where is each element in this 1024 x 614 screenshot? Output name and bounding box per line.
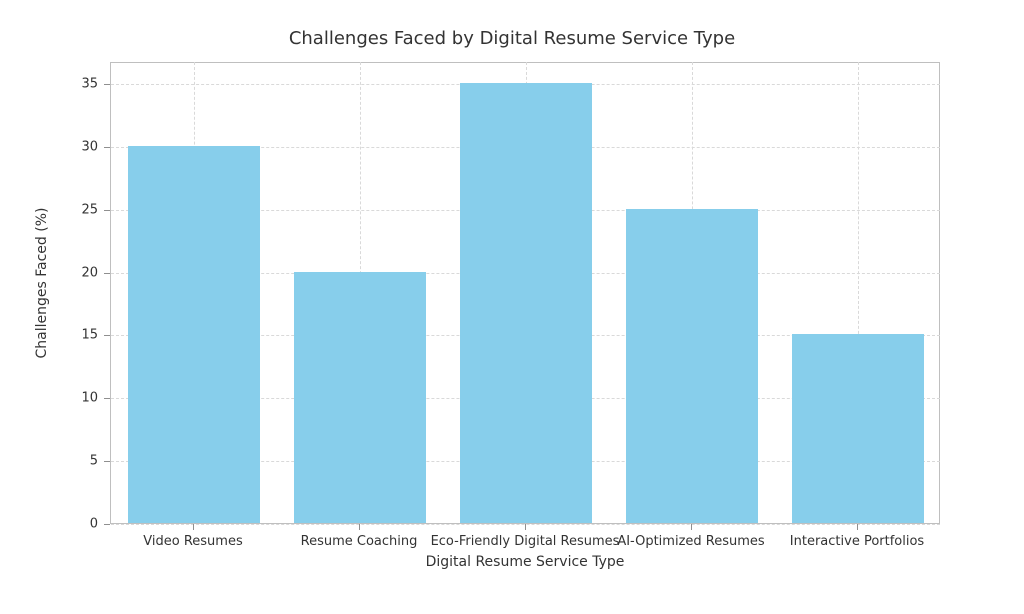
bar: [294, 272, 427, 523]
bar: [626, 209, 759, 523]
ytick-mark: [104, 210, 110, 211]
ytick-label: 25: [0, 202, 98, 217]
xtick-label: Interactive Portfolios: [790, 534, 924, 549]
ytick-label: 30: [0, 139, 98, 154]
xtick-mark: [359, 524, 360, 530]
ytick-label: 20: [0, 265, 98, 280]
ytick-label: 35: [0, 77, 98, 92]
ytick-mark: [104, 147, 110, 148]
ytick-mark: [104, 335, 110, 336]
ytick-mark: [104, 398, 110, 399]
ytick-label: 0: [0, 517, 98, 532]
ytick-mark: [104, 84, 110, 85]
bar: [460, 83, 593, 523]
ytick-label: 5: [0, 454, 98, 469]
xtick-mark: [525, 524, 526, 530]
ytick-mark: [104, 273, 110, 274]
xtick-label: Eco-Friendly Digital Resumes: [431, 534, 620, 549]
xtick-label: Video Resumes: [143, 534, 242, 549]
ytick-label: 10: [0, 391, 98, 406]
xtick-label: AI-Optimized Resumes: [617, 534, 764, 549]
x-axis-label: Digital Resume Service Type: [110, 554, 940, 570]
ytick-mark: [104, 461, 110, 462]
ytick-label: 15: [0, 328, 98, 343]
axis-spine-right: [939, 62, 940, 523]
xtick-mark: [691, 524, 692, 530]
bar: [128, 146, 261, 523]
plot-area: [110, 62, 940, 524]
xtick-mark: [857, 524, 858, 530]
chart-container: Challenges Faced by Digital Resume Servi…: [0, 0, 1024, 614]
bar: [792, 334, 925, 523]
ytick-mark: [104, 524, 110, 525]
chart-title: Challenges Faced by Digital Resume Servi…: [0, 28, 1024, 49]
xtick-label: Resume Coaching: [301, 534, 418, 549]
xtick-mark: [193, 524, 194, 530]
